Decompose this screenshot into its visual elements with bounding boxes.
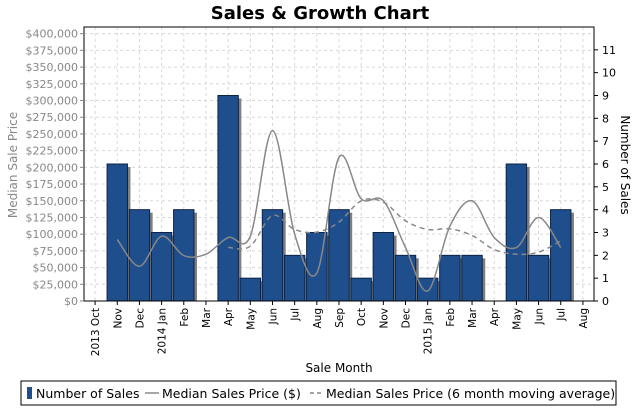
- y-tick-label: $200,000: [26, 161, 79, 174]
- y2-tick-label: 7: [602, 135, 609, 148]
- y-axis-label: Median Sale Price: [6, 112, 20, 218]
- chart-title: Sales & Growth Chart: [211, 3, 430, 24]
- x-tick-label: Apr: [489, 307, 501, 326]
- x-tick-label: Dec: [134, 308, 146, 329]
- x-tick-label: Nov: [378, 308, 390, 329]
- bar: [128, 209, 151, 302]
- y2-tick-label: 3: [602, 227, 609, 240]
- x-tick-label: 2013 Oct: [90, 308, 102, 356]
- x-tick-label: Feb: [179, 308, 191, 327]
- y-tick-label: $375,000: [26, 44, 79, 57]
- bar: [416, 277, 439, 302]
- x-tick-label: May: [511, 308, 523, 330]
- y-tick-label: $325,000: [26, 78, 79, 91]
- x-tick-label: 2015 Jan: [423, 308, 435, 354]
- y-tick-label: $225,000: [26, 145, 79, 158]
- y2-tick-label: 6: [602, 158, 609, 171]
- x-tick-label: Jul: [290, 308, 302, 322]
- y2-axis-label: Number of Sales: [618, 115, 632, 214]
- bar: [239, 277, 262, 302]
- bar: [372, 232, 395, 302]
- y2-tick-label: 4: [602, 204, 609, 217]
- y-tick-label: $25,000: [33, 278, 79, 291]
- bars-layer: [106, 95, 574, 302]
- median-price-line: [116, 129, 562, 292]
- bar: [394, 254, 417, 302]
- x-tick-label: Jun: [534, 308, 546, 325]
- y-tick-label: $350,000: [26, 61, 79, 74]
- moving-average-line: [228, 198, 562, 256]
- bar: [261, 209, 284, 302]
- y2-tick-label: 1: [602, 272, 609, 285]
- y-tick-label: $300,000: [26, 95, 79, 108]
- bar: [505, 163, 528, 302]
- x-tick-label: Apr: [223, 307, 235, 326]
- x-tick-label: Jul: [556, 308, 568, 322]
- y2-tick-label: 10: [602, 67, 616, 80]
- bar: [150, 232, 173, 302]
- x-tick-label: Sep: [334, 308, 346, 328]
- lines-layer: [116, 129, 562, 292]
- bar: [527, 254, 550, 302]
- bar: [550, 209, 572, 302]
- y-tick-label: $0: [64, 295, 78, 308]
- x-axis-ticks: 2013 Oct Nov Dec 2014 Jan Feb Mar Apr May Jun Jul…: [90, 301, 590, 356]
- bar: [439, 254, 461, 302]
- y-tick-label: $50,000: [33, 262, 79, 275]
- bar: [217, 95, 239, 302]
- y2-tick-label: 9: [602, 90, 609, 103]
- x-tick-label: Mar: [467, 307, 479, 327]
- legend-number-of-sales: Number of Sales: [36, 386, 139, 401]
- y-tick-label: $125,000: [26, 211, 79, 224]
- y-tick-label: $400,000: [26, 28, 79, 41]
- x-axis-label: Sale Month: [305, 361, 372, 375]
- y-tick-label: $150,000: [26, 195, 79, 208]
- y2-axis-ticks: 0 1 2 3 4 5 6 7 8 9 10 11: [594, 44, 616, 308]
- y2-tick-label: 8: [602, 112, 609, 125]
- x-tick-label: Feb: [445, 308, 457, 327]
- x-tick-label: Oct: [356, 308, 368, 326]
- y2-tick-label: 2: [602, 249, 609, 262]
- x-tick-label: May: [245, 308, 257, 330]
- legend-moving-average: Median Sales Price (6 month moving avera…: [326, 386, 615, 401]
- x-tick-label: Aug: [312, 308, 324, 329]
- y-axis-ticks: $0 $25,000 $50,000 $75,000 $100,000 $125,000 $…: [26, 28, 84, 308]
- x-tick-label: Mar: [201, 307, 213, 327]
- bar: [350, 277, 372, 302]
- legend-median-price: Median Sales Price ($): [162, 386, 301, 401]
- y-tick-label: $75,000: [33, 245, 79, 258]
- x-tick-label: Nov: [112, 308, 124, 329]
- legend-bar-swatch: [27, 387, 32, 399]
- bar: [328, 209, 350, 302]
- y2-tick-label: 5: [602, 181, 609, 194]
- legend: Number of Sales Median Sales Price ($) M…: [20, 380, 617, 406]
- y-tick-label: $250,000: [26, 128, 79, 141]
- bar: [106, 163, 128, 302]
- x-tick-label: 2014 Jan: [157, 308, 169, 354]
- x-tick-label: Aug: [578, 308, 590, 329]
- y2-tick-label: 11: [602, 44, 616, 57]
- y2-tick-label: 0: [602, 295, 609, 308]
- bar: [461, 254, 483, 302]
- bar: [283, 254, 306, 302]
- y-tick-label: $100,000: [26, 228, 79, 241]
- x-tick-label: Jun: [267, 308, 279, 325]
- y-tick-label: $175,000: [26, 178, 79, 191]
- x-tick-label: Dec: [401, 308, 413, 329]
- y-tick-label: $275,000: [26, 111, 79, 124]
